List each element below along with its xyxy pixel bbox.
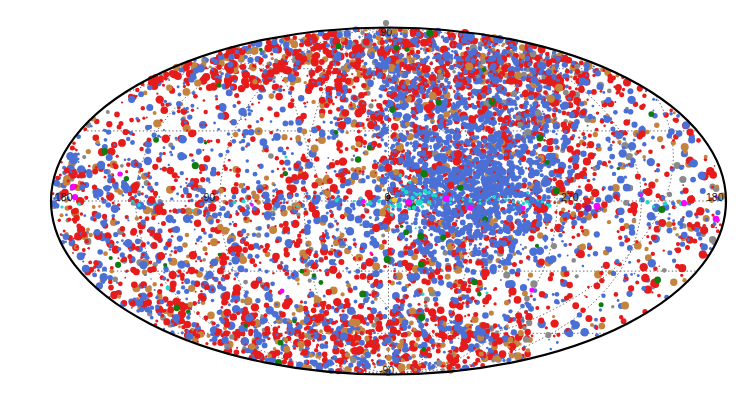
svg-text:180: 180 (55, 191, 73, 203)
svg-text:-90: -90 (379, 364, 394, 376)
svg-text:90: 90 (381, 26, 393, 38)
svg-text:90: 90 (204, 191, 216, 203)
svg-text:270: 270 (561, 191, 579, 203)
svg-text:180: 180 (706, 191, 724, 203)
svg-text:0: 0 (385, 191, 391, 203)
